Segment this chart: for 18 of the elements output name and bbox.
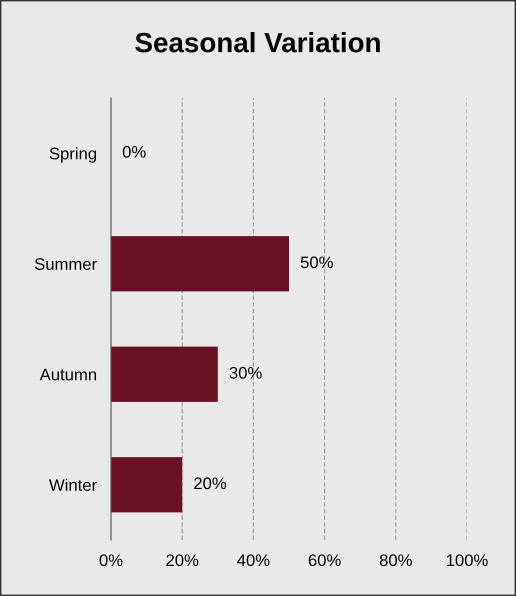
chart-title: Seasonal Variation (135, 32, 380, 52)
bar (111, 457, 182, 512)
x-tick-label: 60% (308, 554, 341, 566)
data-label: 20% (194, 477, 226, 490)
data-label: 0% (122, 146, 146, 158)
x-tick-label: 0% (100, 554, 122, 566)
data-label: 30% (230, 366, 262, 379)
data-label: 50% (300, 256, 333, 268)
x-tick-label: 20% (166, 554, 198, 566)
x-tick-label: 100% (446, 554, 488, 566)
x-tick-label: 80% (380, 554, 412, 566)
y-tick-label: Winter (49, 478, 97, 491)
y-tick-label: Autumn (40, 368, 96, 380)
bar (111, 346, 218, 402)
bar (111, 236, 289, 292)
x-tick-label: 40% (237, 554, 270, 566)
y-tick-label: Summer (34, 258, 97, 270)
y-tick-label: Spring (50, 147, 96, 163)
